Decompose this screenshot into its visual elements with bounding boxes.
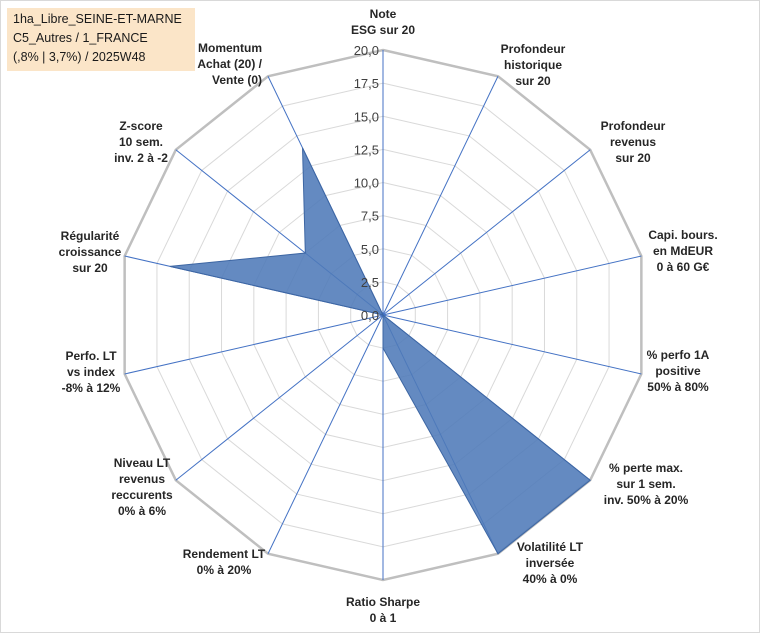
axis-label-4: % perfo 1A positive 50% à 80% [647, 348, 710, 394]
tick-label: 10,0 [354, 176, 379, 191]
radar-tick-labels: 0,0 2,5 5,0 7,5 10,0 12,5 15,0 17,5 20,0 [354, 43, 379, 323]
tick-label: 17,5 [354, 76, 379, 91]
tick-label: 5,0 [361, 242, 379, 257]
axis-label-6: Volatilité LT inversée 40% à 0% [517, 540, 584, 586]
series-area-0 [169, 147, 591, 555]
radar-series [169, 147, 591, 555]
axis-label-2: Profondeur revenus sur 20 [601, 119, 666, 165]
axis-label-0: Note ESG sur 20 [351, 7, 415, 37]
axis-spoke-8 [267, 314, 384, 554]
axis-label-9: Niveau LT revenus reccurents 0% à 6% [111, 456, 173, 518]
axis-label-7: Ratio Sharpe 0 à 1 [346, 595, 420, 625]
tick-label: 15,0 [354, 109, 379, 124]
axis-spoke-9 [175, 314, 384, 481]
axis-spoke-1 [382, 76, 499, 316]
axis-label-13: Momentum Achat (20) / Vente (0) [197, 41, 262, 87]
tick-label: 20,0 [354, 43, 379, 58]
axis-spoke-2 [382, 149, 591, 316]
info-box: 1ha_Libre_SEINE-ET-MARNE C5_Autres / 1_F… [7, 8, 195, 71]
info-line-2: C5_Autres / 1_FRANCE [13, 31, 148, 45]
axis-spoke-10 [124, 314, 384, 375]
axis-label-1: Profondeur historique sur 20 [501, 42, 566, 88]
info-line-3: (,8% | 3,7%) / 2025W48 [13, 50, 146, 64]
tick-label: 12,5 [354, 142, 379, 157]
axis-label-3: Capi. bours. en MdEUR 0 à 60 G€ [648, 228, 717, 274]
radar-axis-labels: Note ESG sur 20 Profondeur historique sur 20… [59, 7, 718, 625]
axis-spoke-3 [382, 255, 642, 316]
axis-label-11: Régularité croissance sur 20 [59, 229, 122, 275]
tick-label: 0,0 [361, 308, 379, 323]
axis-label-5: % perte max. sur 1 sem. inv. 50% à 20% [604, 461, 689, 507]
tick-label: 2,5 [361, 275, 379, 290]
axis-spoke-4 [382, 314, 642, 375]
axis-label-10: Perfo. LT vs index -8% à 12% [62, 349, 121, 395]
info-line-1: 1ha_Libre_SEINE-ET-MARNE [13, 12, 182, 26]
axis-label-8: Rendement LT 0% à 20% [183, 547, 266, 577]
axis-label-12: Z-score 10 sem. inv. 2 à -2 [114, 119, 168, 165]
tick-label: 7,5 [361, 209, 379, 224]
